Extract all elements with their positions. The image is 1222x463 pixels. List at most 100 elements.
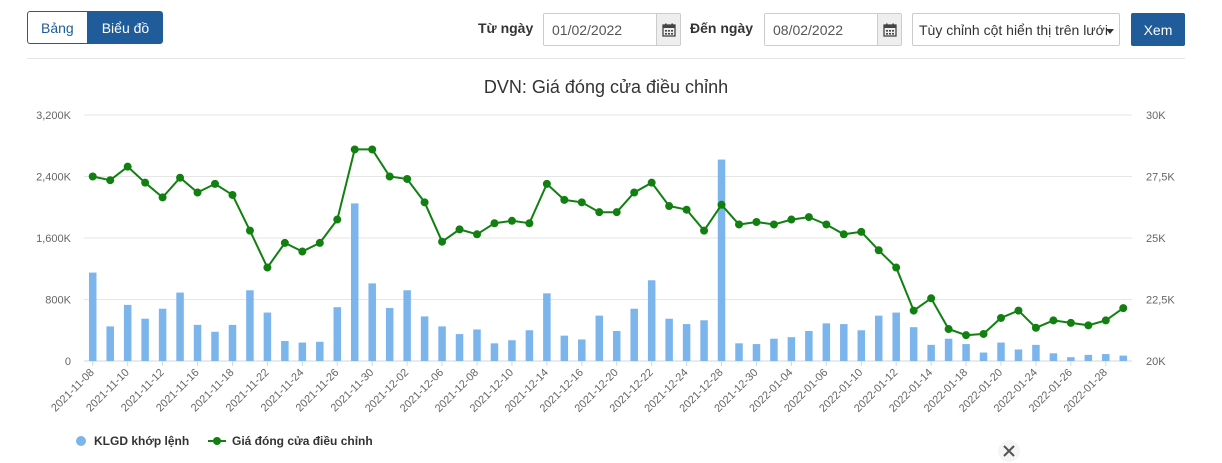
volume-bar [1084,354,1093,361]
volume-bar [455,334,464,361]
volume-bar [909,327,918,361]
view-button[interactable]: Xem [1131,13,1185,46]
calendar-icon[interactable] [877,14,901,45]
price-point [577,198,586,207]
y-left-tick-label: 1,600K [36,233,72,245]
volume-bar [281,341,289,361]
volume-bar [176,292,184,361]
price-point [962,331,971,340]
price-point [752,218,761,227]
tab-chart[interactable]: Biểu đồ [87,11,164,44]
legend-volume-label: KLGD khớp lệnh [94,434,189,448]
volume-bar [787,337,796,361]
price-point [420,198,429,207]
volume-bar [1049,353,1058,361]
volume-bar [560,335,569,361]
legend-volume-marker [76,436,86,446]
price-point [455,225,464,234]
price-point [630,188,639,197]
volume-bar [962,344,970,361]
volume-bar [263,312,272,361]
price-point [542,179,551,188]
price-point [647,178,656,187]
price-point [787,215,796,224]
volume-bar [717,159,726,361]
volume-bar [840,324,848,361]
volume-bar [578,339,586,361]
price-point [368,145,377,154]
volume-bar [385,307,394,361]
price-point [525,219,534,228]
volume-bar [420,316,429,361]
to-date-input[interactable] [765,14,877,45]
price-point [333,215,342,224]
volume-bar [752,344,761,361]
y-right-tick-label: 22,5K [1146,295,1175,307]
price-point [280,238,289,247]
price-point [927,294,936,303]
volume-bar [1102,354,1110,361]
price-point [1049,316,1058,325]
price-point [176,173,185,182]
volume-bar [700,320,708,361]
volume-bar [595,315,604,361]
volume-bar [944,338,953,361]
price-point [141,178,150,187]
price-point [1084,321,1093,330]
legend-price-label: Giá đóng cửa điều chỉnh [232,434,373,448]
view-toggle: Bảng Biểu đồ [27,11,164,44]
toolbar: Bảng Biểu đồ Từ ngày Đến ngày [0,0,1222,58]
volume-bar [735,343,743,361]
price-point [193,188,202,197]
volume-bar [88,272,97,361]
price-point [700,226,709,235]
chart-title: DVN: Giá đóng cửa điều chỉnh [484,77,728,97]
volume-bar [822,323,831,361]
volume-bar [158,308,167,361]
volume-bar [490,343,499,361]
volume-bar [350,203,359,361]
volume-bar [211,331,219,361]
from-date-input[interactable] [544,14,656,45]
volume-bar [543,293,551,361]
volume-bar [508,340,516,361]
price-point [804,213,813,222]
price-point [507,216,516,225]
volume-bar [1119,355,1128,361]
close-icon[interactable] [997,439,1021,463]
volume-bar [403,290,411,361]
volume-bar [805,331,813,361]
price-point [88,172,97,181]
price-point [211,179,219,188]
from-date-field [543,13,681,46]
volume-bar [106,326,114,361]
volume-bar [1067,357,1075,361]
price-point [385,172,394,181]
price-point [106,176,115,185]
price-point [123,162,132,171]
volume-bar [316,341,324,361]
volume-bar [927,344,935,361]
to-date-label: Đến ngày [690,20,754,36]
price-point [158,193,167,202]
volume-bar [123,304,132,361]
price-point [979,329,988,338]
volume-bar [770,338,778,361]
chart: DVN: Giá đóng cửa điều chỉnh 0 20K 800K 22,5… [36,77,1175,448]
volume-bar [333,307,342,361]
price-point [682,205,691,214]
volume-bar [682,324,691,361]
price-point [438,237,447,246]
price-point [473,230,481,239]
to-date-field [764,13,902,46]
calendar-icon[interactable] [656,14,680,45]
price-point [560,195,569,204]
price-point [857,227,866,236]
volume-bar [612,331,621,361]
columns-select[interactable]: Tùy chỉnh cột hiển thị trên lưới [912,13,1120,46]
chevron-down-icon [1106,29,1114,34]
volume-bar [473,329,481,361]
price-point [315,238,324,247]
tab-table[interactable]: Bảng [27,11,88,44]
columns-select-value: Tùy chỉnh cột hiển thị trên lưới [919,22,1108,38]
